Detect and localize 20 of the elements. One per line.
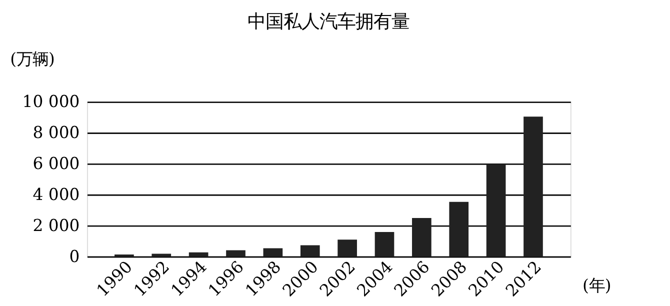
bar bbox=[374, 232, 394, 256]
bar bbox=[412, 218, 432, 256]
y-tick-label: 0 bbox=[69, 246, 80, 266]
bar bbox=[263, 248, 283, 256]
bar bbox=[188, 252, 208, 256]
y-axis-title: (万辆) bbox=[10, 50, 55, 69]
bar bbox=[524, 116, 543, 256]
bar bbox=[486, 164, 506, 256]
bar bbox=[152, 254, 172, 256]
bar bbox=[226, 250, 246, 256]
y-tick-label: 8 000 bbox=[32, 123, 80, 142]
y-tick-label: 6 000 bbox=[32, 154, 80, 173]
y-tick-label: 2 000 bbox=[32, 216, 80, 235]
bar bbox=[300, 245, 320, 256]
y-tick-label: 4 000 bbox=[32, 184, 80, 204]
bar bbox=[338, 240, 357, 256]
x-axis-title: (年) bbox=[582, 276, 612, 295]
bar bbox=[449, 202, 469, 256]
chart-title: 中国私人汽车拥有量 bbox=[248, 11, 410, 32]
y-tick-label: 10 000 bbox=[22, 92, 80, 112]
